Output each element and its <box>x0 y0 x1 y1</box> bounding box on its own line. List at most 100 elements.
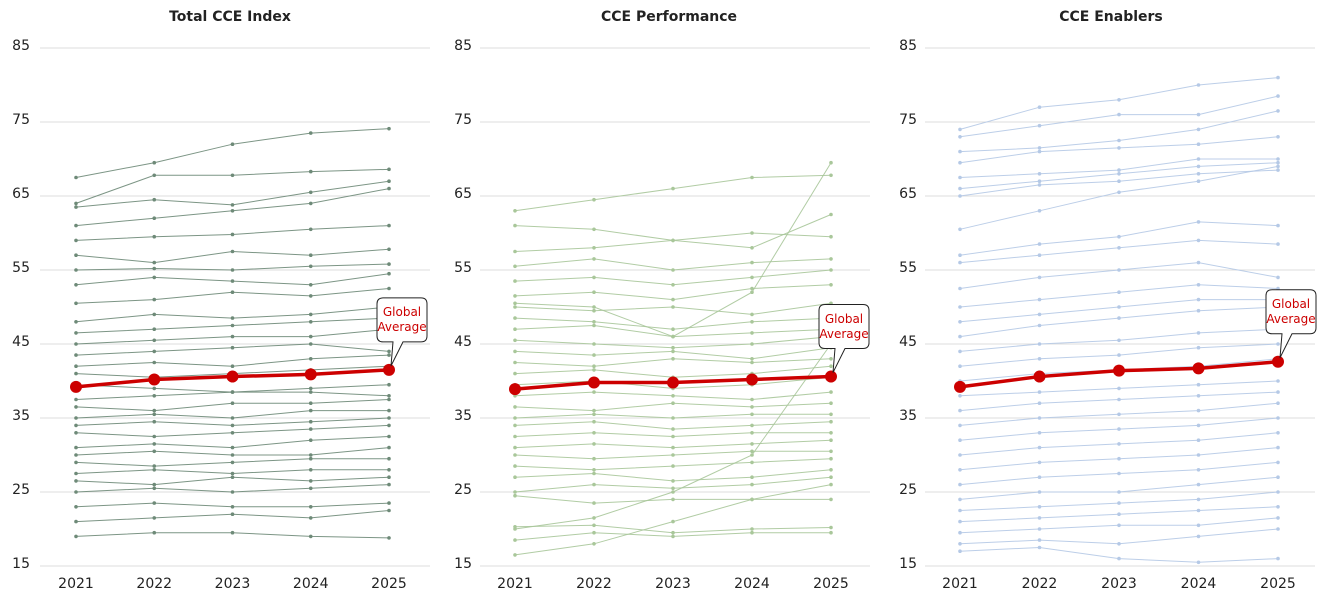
country-series <box>74 342 391 357</box>
country-point <box>592 501 596 505</box>
country-series <box>513 283 833 302</box>
country-line <box>514 284 832 301</box>
country-series <box>513 357 833 369</box>
country-point <box>829 431 833 435</box>
country-point <box>513 349 517 354</box>
country-point <box>1037 357 1042 361</box>
country-series <box>958 109 1280 154</box>
country-point <box>671 283 675 287</box>
country-series <box>513 412 833 420</box>
country-series <box>513 419 833 431</box>
country-point <box>1037 431 1042 435</box>
country-point <box>1037 516 1042 520</box>
country-point <box>513 371 517 376</box>
country-point <box>671 327 675 332</box>
country-point <box>230 268 235 272</box>
country-line <box>959 239 1279 264</box>
country-point <box>1117 190 1121 195</box>
average-point <box>1272 355 1284 368</box>
country-point <box>592 368 596 372</box>
country-series <box>74 416 391 428</box>
country-series <box>513 390 833 402</box>
country-point <box>513 279 517 283</box>
country-point <box>592 482 596 487</box>
country-point <box>230 209 235 213</box>
country-point <box>152 482 157 487</box>
country-point <box>958 438 962 443</box>
country-series <box>513 301 833 317</box>
country-point <box>958 305 962 309</box>
country-point <box>1196 331 1201 335</box>
country-point <box>513 405 517 409</box>
country-point <box>1037 146 1042 150</box>
y-tick-label: 15 <box>899 556 917 572</box>
country-point <box>1276 431 1280 435</box>
y-tick-label: 25 <box>899 482 917 498</box>
country-series <box>958 401 1280 428</box>
country-point <box>152 442 157 446</box>
country-point <box>308 169 313 174</box>
country-point <box>387 482 391 487</box>
country-point <box>513 338 517 343</box>
country-point <box>592 542 596 546</box>
country-point <box>829 357 833 361</box>
country-point <box>230 401 235 406</box>
average-point <box>1033 370 1046 383</box>
country-point <box>592 342 596 346</box>
country-point <box>308 357 313 361</box>
country-point <box>1196 423 1201 428</box>
country-point <box>152 216 157 220</box>
country-series <box>513 231 833 254</box>
country-point <box>152 338 157 343</box>
country-point <box>1196 297 1201 302</box>
chart-title: CCE Performance <box>601 9 737 25</box>
country-point <box>387 286 391 291</box>
average-series <box>70 363 395 393</box>
country-point <box>74 445 78 450</box>
country-point <box>829 390 833 394</box>
country-point <box>1276 160 1280 165</box>
country-line <box>514 214 832 249</box>
country-point <box>308 516 313 520</box>
country-point <box>1037 183 1042 187</box>
country-point <box>592 257 596 261</box>
country-point <box>1117 168 1121 172</box>
country-series <box>958 505 1280 524</box>
country-point <box>1276 379 1280 383</box>
country-line <box>959 110 1279 153</box>
country-point <box>1117 442 1121 446</box>
country-point <box>1037 545 1042 550</box>
country-point <box>1196 453 1201 457</box>
country-point <box>1117 490 1121 494</box>
country-point <box>1196 283 1201 287</box>
average-series <box>954 355 1284 393</box>
country-point <box>829 401 833 406</box>
country-series <box>958 490 1280 513</box>
country-point <box>958 194 962 198</box>
country-point <box>152 234 157 239</box>
country-point <box>829 497 833 502</box>
country-point <box>513 264 517 269</box>
country-point <box>750 312 754 317</box>
country-point <box>74 205 78 209</box>
country-series <box>958 305 1280 339</box>
country-point <box>1276 556 1280 561</box>
country-series <box>74 468 391 476</box>
country-point <box>958 175 962 180</box>
country-point <box>750 175 754 180</box>
country-point <box>513 360 517 365</box>
country-point <box>1037 242 1042 246</box>
country-point <box>750 412 754 417</box>
country-point <box>74 238 78 243</box>
country-point <box>152 516 157 520</box>
country-series <box>513 345 833 361</box>
country-point <box>74 453 78 457</box>
country-point <box>1196 127 1201 132</box>
country-point <box>230 249 235 254</box>
country-point <box>671 453 675 457</box>
country-point <box>592 275 596 280</box>
country-point <box>750 527 754 531</box>
country-point <box>387 536 391 540</box>
country-point <box>1117 316 1121 320</box>
